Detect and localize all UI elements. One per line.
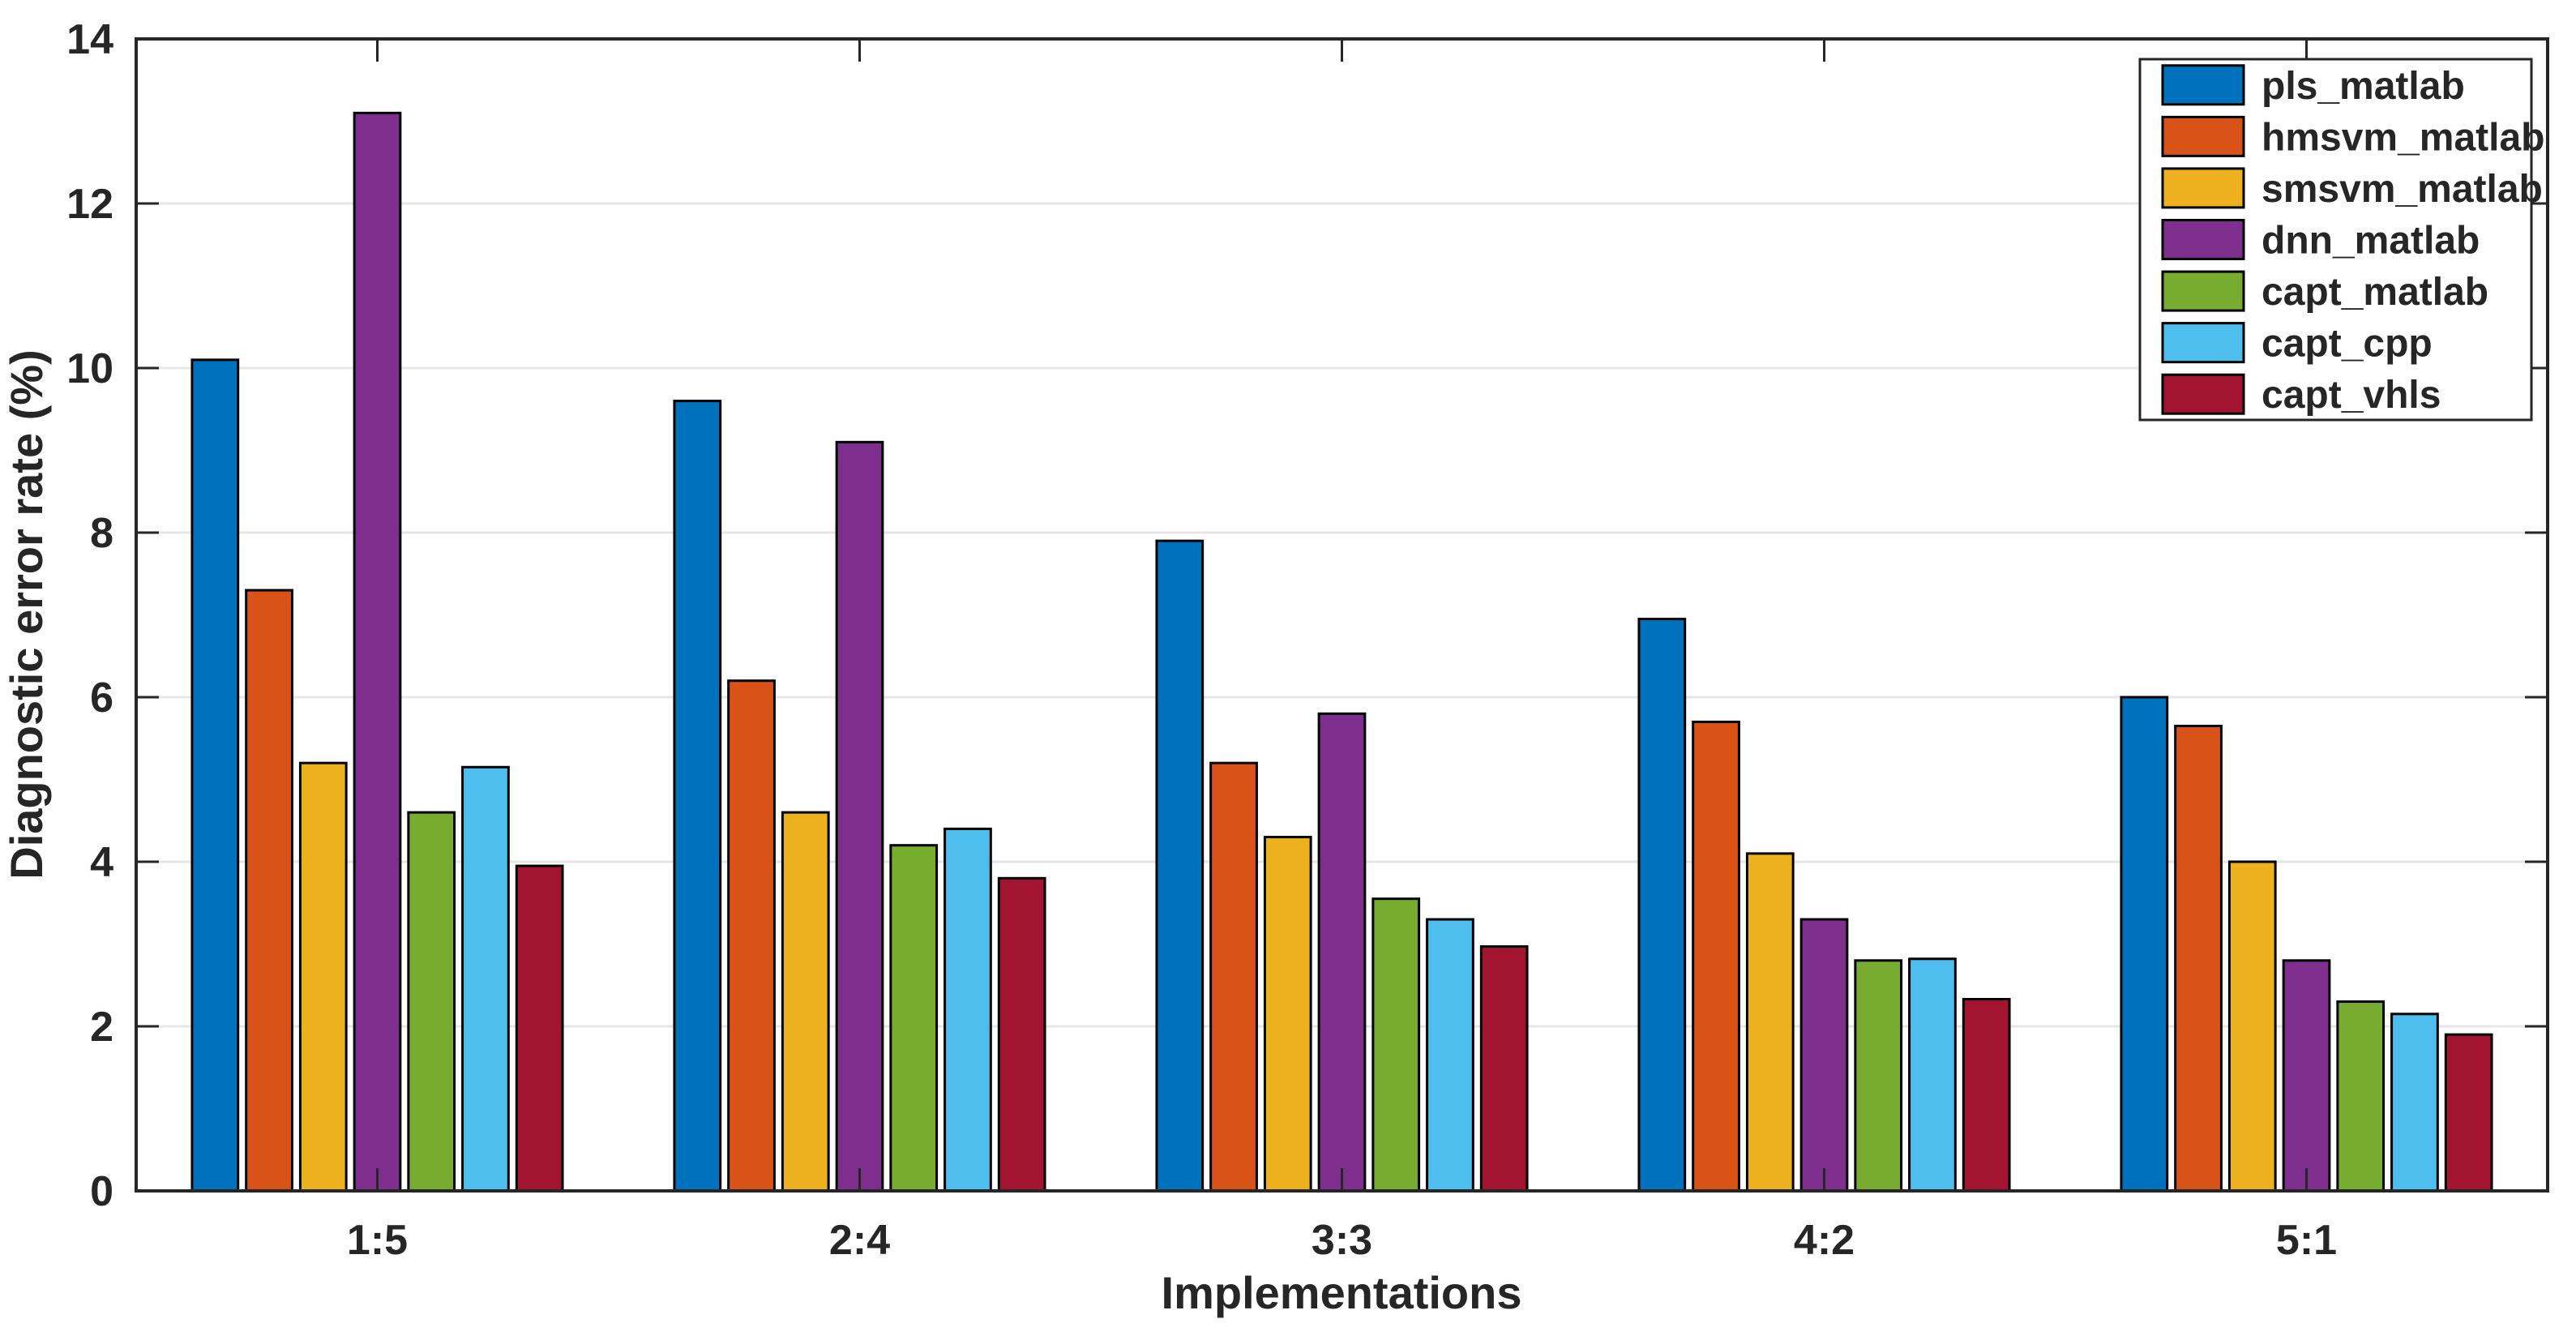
bar-dnn_matlab-2:4 bbox=[835, 440, 884, 1193]
legend-swatch-capt_cpp bbox=[2161, 322, 2245, 364]
bar-smsvm_matlab-4:2 bbox=[1745, 852, 1795, 1193]
bar-pls_matlab-3:3 bbox=[1155, 539, 1205, 1193]
bar-capt_matlab-3:3 bbox=[1371, 897, 1421, 1193]
y-tick-label-6: 6 bbox=[90, 674, 113, 722]
bar-dnn_matlab-5:1 bbox=[2282, 959, 2331, 1193]
legend-swatch-pls_matlab bbox=[2161, 64, 2245, 106]
bar-hmsvm_matlab-3:3 bbox=[1209, 761, 1258, 1193]
bar-pls_matlab-4:2 bbox=[1637, 618, 1687, 1193]
bar-smsvm_matlab-3:3 bbox=[1263, 836, 1312, 1193]
bar-capt_cpp-3:3 bbox=[1426, 918, 1474, 1193]
y-tick-label-2: 2 bbox=[90, 1004, 113, 1051]
bar-capt_matlab-4:2 bbox=[1854, 959, 1903, 1193]
x-tick-label-1:5: 1:5 bbox=[347, 1217, 408, 1264]
x-tick-label-3:3: 3:3 bbox=[1312, 1217, 1372, 1264]
x-tick-label-4:2: 4:2 bbox=[1794, 1217, 1855, 1264]
legend-swatch-capt_matlab bbox=[2161, 270, 2245, 312]
bar-capt_vhls-4:2 bbox=[1962, 998, 2011, 1193]
bar-smsvm_matlab-2:4 bbox=[781, 811, 830, 1193]
x-axis-label: Implementations bbox=[1162, 1267, 1522, 1318]
legend-label-capt_matlab: capt_matlab bbox=[2261, 271, 2488, 314]
bar-pls_matlab-5:1 bbox=[2120, 696, 2169, 1193]
bar-hmsvm_matlab-2:4 bbox=[727, 679, 776, 1193]
bar-hmsvm_matlab-4:2 bbox=[1692, 720, 1740, 1193]
legend-swatch-capt_vhls bbox=[2161, 373, 2245, 415]
y-tick-label-10: 10 bbox=[66, 345, 113, 392]
bar-capt_matlab-5:1 bbox=[2336, 1000, 2386, 1193]
x-tick-label-2:4: 2:4 bbox=[829, 1217, 890, 1264]
bar-hmsvm_matlab-5:1 bbox=[2174, 725, 2223, 1193]
y-tick-label-8: 8 bbox=[90, 510, 113, 557]
bar-pls_matlab-2:4 bbox=[673, 400, 722, 1193]
bar-capt_vhls-5:1 bbox=[2444, 1033, 2493, 1193]
legend-label-capt_vhls: capt_vhls bbox=[2261, 374, 2441, 417]
legend-label-smsvm_matlab: smsvm_matlab bbox=[2261, 168, 2543, 211]
bar-pls_matlab-1:5 bbox=[190, 358, 240, 1193]
y-tick-label-4: 4 bbox=[90, 839, 113, 886]
bar-capt_cpp-4:2 bbox=[1908, 957, 1957, 1193]
y-axis-label: Diagnostic error rate (%) bbox=[1, 349, 52, 880]
bar-capt_matlab-2:4 bbox=[889, 844, 939, 1193]
bar-capt_vhls-2:4 bbox=[997, 876, 1046, 1193]
bar-capt_vhls-1:5 bbox=[515, 864, 564, 1193]
bar-capt_cpp-1:5 bbox=[461, 765, 510, 1193]
bar-dnn_matlab-4:2 bbox=[1799, 918, 1849, 1193]
legend-swatch-smsvm_matlab bbox=[2161, 167, 2245, 209]
bar-hmsvm_matlab-1:5 bbox=[245, 589, 293, 1193]
y-tick-label-0: 0 bbox=[90, 1168, 113, 1215]
bar-capt_cpp-5:1 bbox=[2390, 1013, 2439, 1193]
y-tick-label-12: 12 bbox=[66, 181, 113, 228]
legend-label-capt_cpp: capt_cpp bbox=[2261, 323, 2433, 366]
bar-capt_matlab-1:5 bbox=[407, 811, 456, 1193]
bar-capt_cpp-2:4 bbox=[944, 827, 992, 1193]
bar-smsvm_matlab-1:5 bbox=[298, 761, 348, 1193]
legend-label-hmsvm_matlab: hmsvm_matlab bbox=[2261, 116, 2544, 159]
bar-dnn_matlab-1:5 bbox=[353, 111, 402, 1193]
bar-capt_vhls-3:3 bbox=[1479, 945, 1529, 1193]
legend-swatch-hmsvm_matlab bbox=[2161, 115, 2245, 157]
legend-label-dnn_matlab: dnn_matlab bbox=[2261, 220, 2480, 263]
bar-smsvm_matlab-5:1 bbox=[2227, 860, 2277, 1193]
y-tick-label-14: 14 bbox=[66, 16, 113, 63]
legend-label-pls_matlab: pls_matlab bbox=[2261, 65, 2465, 108]
x-tick-label-5:1: 5:1 bbox=[2276, 1217, 2337, 1264]
bar-dnn_matlab-3:3 bbox=[1317, 712, 1367, 1193]
legend-swatch-dnn_matlab bbox=[2161, 219, 2245, 260]
